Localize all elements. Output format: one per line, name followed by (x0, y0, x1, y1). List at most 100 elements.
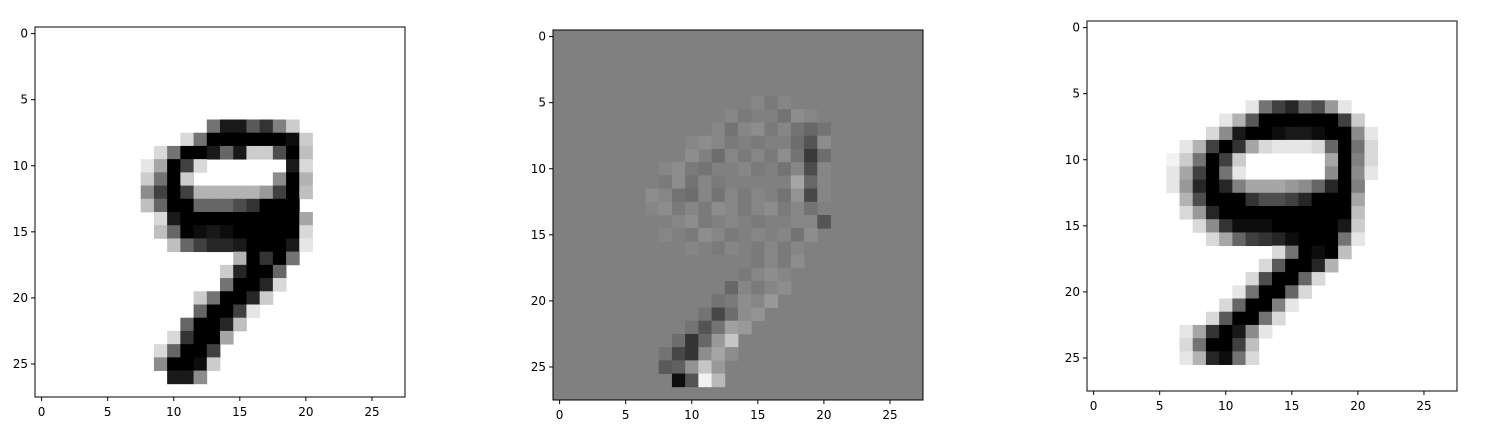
pixel-cell (1324, 179, 1339, 194)
pixel-cell (286, 159, 300, 173)
pixel-cell (220, 330, 234, 345)
pixel-cell (220, 119, 234, 134)
pixel-cell (777, 109, 792, 123)
pixel-cell (764, 201, 779, 216)
pixel-cell (1179, 139, 1194, 154)
pixel-cell (206, 198, 221, 213)
pixel-cell (259, 251, 274, 266)
pixel-cell (738, 148, 752, 163)
pixel-cell (1245, 139, 1260, 154)
x-tick-label: 5 (622, 408, 630, 422)
pixel-cell (790, 254, 805, 269)
pixel-cell (1285, 179, 1299, 194)
pixel-cell (698, 320, 712, 335)
pixel-cell (738, 162, 752, 176)
pixel-cell (206, 357, 221, 371)
pixel-cell (1258, 113, 1273, 128)
pixel-cell (153, 198, 168, 213)
pixel-cell (777, 162, 792, 176)
axes-frame (552, 29, 924, 401)
pixel-cell (233, 317, 247, 332)
y-tick-label: 25 (1065, 351, 1080, 365)
pixel-cell (299, 212, 313, 226)
pixel-cell (246, 251, 261, 266)
pixel-cell (1298, 179, 1313, 194)
pixel-cell (167, 225, 181, 239)
pixel-cell (206, 304, 221, 319)
pixel-cell (272, 264, 287, 279)
pixel-cell (724, 135, 739, 150)
pixel-cell (804, 122, 818, 137)
pixel-cell (1338, 245, 1352, 260)
x-tick-label: 5 (104, 405, 112, 419)
pixel-cell (1298, 285, 1313, 299)
pixel-cell (1205, 219, 1220, 233)
pixel-cell (299, 225, 313, 239)
y-tick-label: 5 (1072, 87, 1080, 101)
pixel-cell (206, 225, 221, 239)
pixel-cell (246, 185, 261, 200)
pixel-cell (764, 254, 779, 269)
pixel-cell (724, 307, 739, 322)
pixel-cell (764, 148, 779, 163)
pixel-cell (1232, 311, 1246, 326)
pixel-cell (1245, 126, 1260, 141)
pixel-cell (286, 225, 300, 239)
pixel-cell (233, 212, 247, 226)
pixel-cell (1311, 206, 1326, 220)
pixel-cell (272, 238, 287, 253)
pixel-cell (233, 185, 247, 200)
pixel-cell (790, 228, 805, 242)
pixel-cell (299, 145, 313, 160)
pixel-cell (1166, 179, 1180, 194)
pixel-cell (1232, 166, 1246, 180)
pixel-cell (1285, 206, 1299, 220)
pixel-cell (180, 330, 194, 345)
pixel-cell (777, 96, 792, 110)
pixel-cell (246, 132, 261, 147)
pixel-cell (751, 307, 765, 322)
pixel-cell (272, 172, 287, 186)
pixel-cell (751, 148, 765, 163)
pixel-cell (272, 278, 287, 292)
pixel-cell (1232, 338, 1246, 352)
pixel-cell (1219, 166, 1233, 180)
pixel-cell (711, 228, 726, 242)
pixel-cell (299, 185, 313, 200)
pixel-cell (193, 132, 208, 147)
pixel-cell (1258, 139, 1273, 154)
pixel-cell (1272, 272, 1286, 286)
pixel-cell (1338, 232, 1352, 247)
pixel-cell (1364, 166, 1379, 180)
pixel-cell (233, 145, 247, 160)
pixel-cell (1245, 179, 1260, 194)
pixel-cell (751, 241, 765, 256)
pixel-cell (259, 291, 274, 305)
pixel-cell (658, 201, 673, 216)
pixel-cell (246, 225, 261, 239)
pixel-cell (711, 135, 726, 150)
pixel-cell (1205, 153, 1220, 167)
pixel-cell (1298, 219, 1313, 233)
pixel-cell (259, 185, 274, 200)
pixel-cell (167, 172, 181, 186)
x-tick-label: 5 (1156, 399, 1164, 413)
pixel-cell (1192, 338, 1207, 352)
pixel-cell (1311, 126, 1326, 141)
pixel-cell (790, 241, 805, 256)
pixel-cell (1324, 245, 1339, 260)
pixel-cell (1192, 166, 1207, 180)
pixel-cell (167, 145, 181, 160)
pixel-cell (698, 188, 712, 203)
pixel-cell (1219, 179, 1233, 194)
pixel-cell (1338, 219, 1352, 233)
pixel-cell (738, 109, 752, 123)
pixel-cell (698, 162, 712, 176)
pixel-cell (180, 212, 194, 226)
pixel-cell (1179, 206, 1194, 220)
pixel-cell (1232, 139, 1246, 154)
pixel-cell (671, 162, 686, 176)
pixel-cell (698, 201, 712, 216)
pixel-cell (751, 228, 765, 242)
pixel-cell (1311, 258, 1326, 273)
